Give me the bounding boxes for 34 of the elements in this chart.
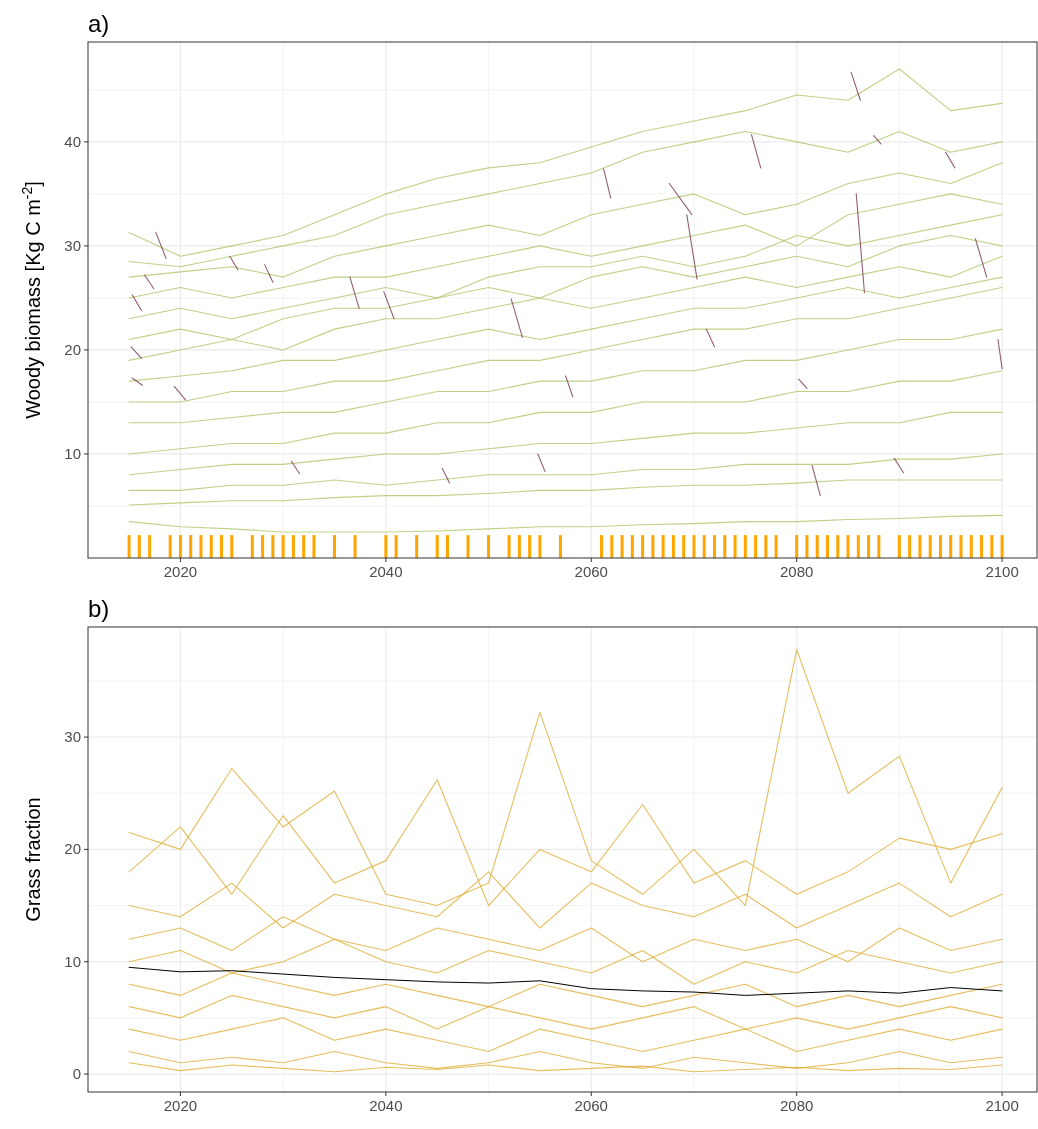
line-series — [128, 276, 1003, 382]
chart-title: a) — [88, 10, 110, 37]
y-tick-label: 20 — [64, 340, 81, 358]
x-tick-label: 2080 — [779, 563, 814, 580]
line-series — [128, 162, 1003, 278]
y-tick-label: 0 — [72, 1065, 81, 1083]
x-tick-label: 2100 — [985, 1097, 1019, 1114]
y-axis-title: Grass fraction — [22, 797, 44, 922]
line-series — [128, 1051, 1003, 1069]
line-series — [128, 370, 1003, 455]
line-series — [128, 411, 1003, 476]
line-series — [128, 453, 1003, 491]
y-tick-label: 10 — [64, 444, 81, 462]
x-tick-label: 2060 — [574, 563, 608, 580]
x-tick-label: 2060 — [574, 1097, 608, 1114]
y-tick-label: 40 — [64, 132, 81, 150]
line-series — [128, 328, 1003, 424]
line-series — [128, 966, 1003, 996]
x-tick-label: 2040 — [369, 1097, 403, 1114]
line-series — [128, 286, 1003, 403]
x-tick-label: 2040 — [369, 563, 403, 580]
x-tick-label: 2080 — [779, 1097, 814, 1114]
line-series — [128, 130, 1003, 268]
x-tick-label: 2100 — [985, 563, 1019, 580]
x-tick-label: 2020 — [163, 563, 198, 580]
y-tick-label: 10 — [64, 952, 81, 970]
line-series — [128, 514, 1003, 533]
line-series — [128, 68, 1003, 257]
y-tick-label: 30 — [64, 236, 81, 254]
y-tick-label: 20 — [64, 840, 81, 858]
chart-title: b) — [88, 595, 110, 622]
y-tick-label: 30 — [64, 728, 81, 746]
line-series — [128, 479, 1003, 506]
x-tick-label: 2020 — [163, 1097, 198, 1114]
